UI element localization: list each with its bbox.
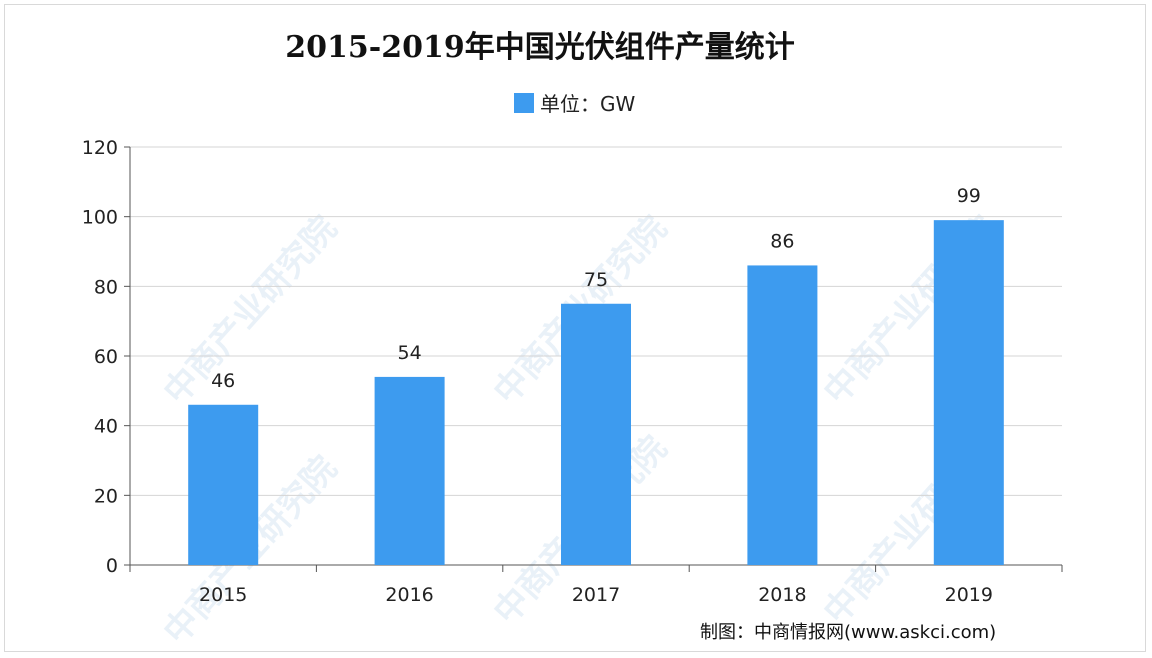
- data-labels: 46 54 75 86 99: [211, 185, 981, 392]
- legend: 单位：GW: [514, 88, 635, 117]
- x-tick-label: 2015: [199, 584, 247, 606]
- bar: [561, 303, 631, 565]
- y-tick-label: 20: [94, 485, 118, 507]
- source-note: 制图：中商情报网(www.askci.com): [700, 622, 997, 643]
- data-label: 99: [957, 185, 981, 207]
- y-tick-label: 60: [94, 346, 118, 368]
- y-tick-label: 120: [82, 137, 118, 159]
- x-tick-label: 2018: [758, 584, 806, 606]
- bar: [374, 376, 445, 565]
- bar: [188, 404, 259, 565]
- axes: 0 20 40 60 80 100 120 2015 2016 2017 2018 2019: [82, 137, 1063, 606]
- bars: [188, 220, 1004, 565]
- x-tick-label: 2016: [385, 584, 433, 606]
- chart-frame: [4, 4, 1146, 652]
- bar: [933, 220, 1004, 565]
- y-tick-label: 40: [94, 416, 118, 438]
- y-tick-label: 100: [82, 207, 118, 229]
- chart-title: 2015-2019年中国光伏组件产量统计: [285, 30, 795, 65]
- data-label: 54: [398, 342, 422, 364]
- y-tick-label: 80: [94, 276, 118, 298]
- legend-swatch: [514, 92, 534, 113]
- x-tick-label: 2019: [945, 584, 993, 606]
- legend-label: 单位：GW: [540, 92, 636, 116]
- x-tick-label: 2017: [572, 584, 620, 606]
- data-label: 75: [584, 269, 608, 291]
- data-label: 46: [211, 370, 235, 392]
- data-label: 86: [770, 230, 794, 252]
- bar: [747, 265, 818, 565]
- grid-lines: [130, 146, 1062, 496]
- y-tick-label: 0: [106, 555, 118, 577]
